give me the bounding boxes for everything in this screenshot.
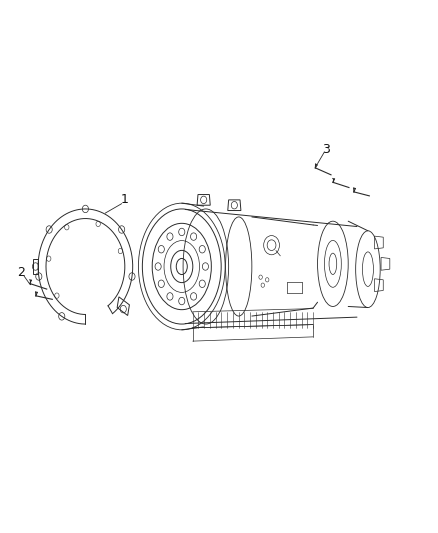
Text: 2: 2	[17, 266, 25, 279]
Text: 1: 1	[121, 193, 129, 206]
Text: 3: 3	[322, 143, 330, 156]
